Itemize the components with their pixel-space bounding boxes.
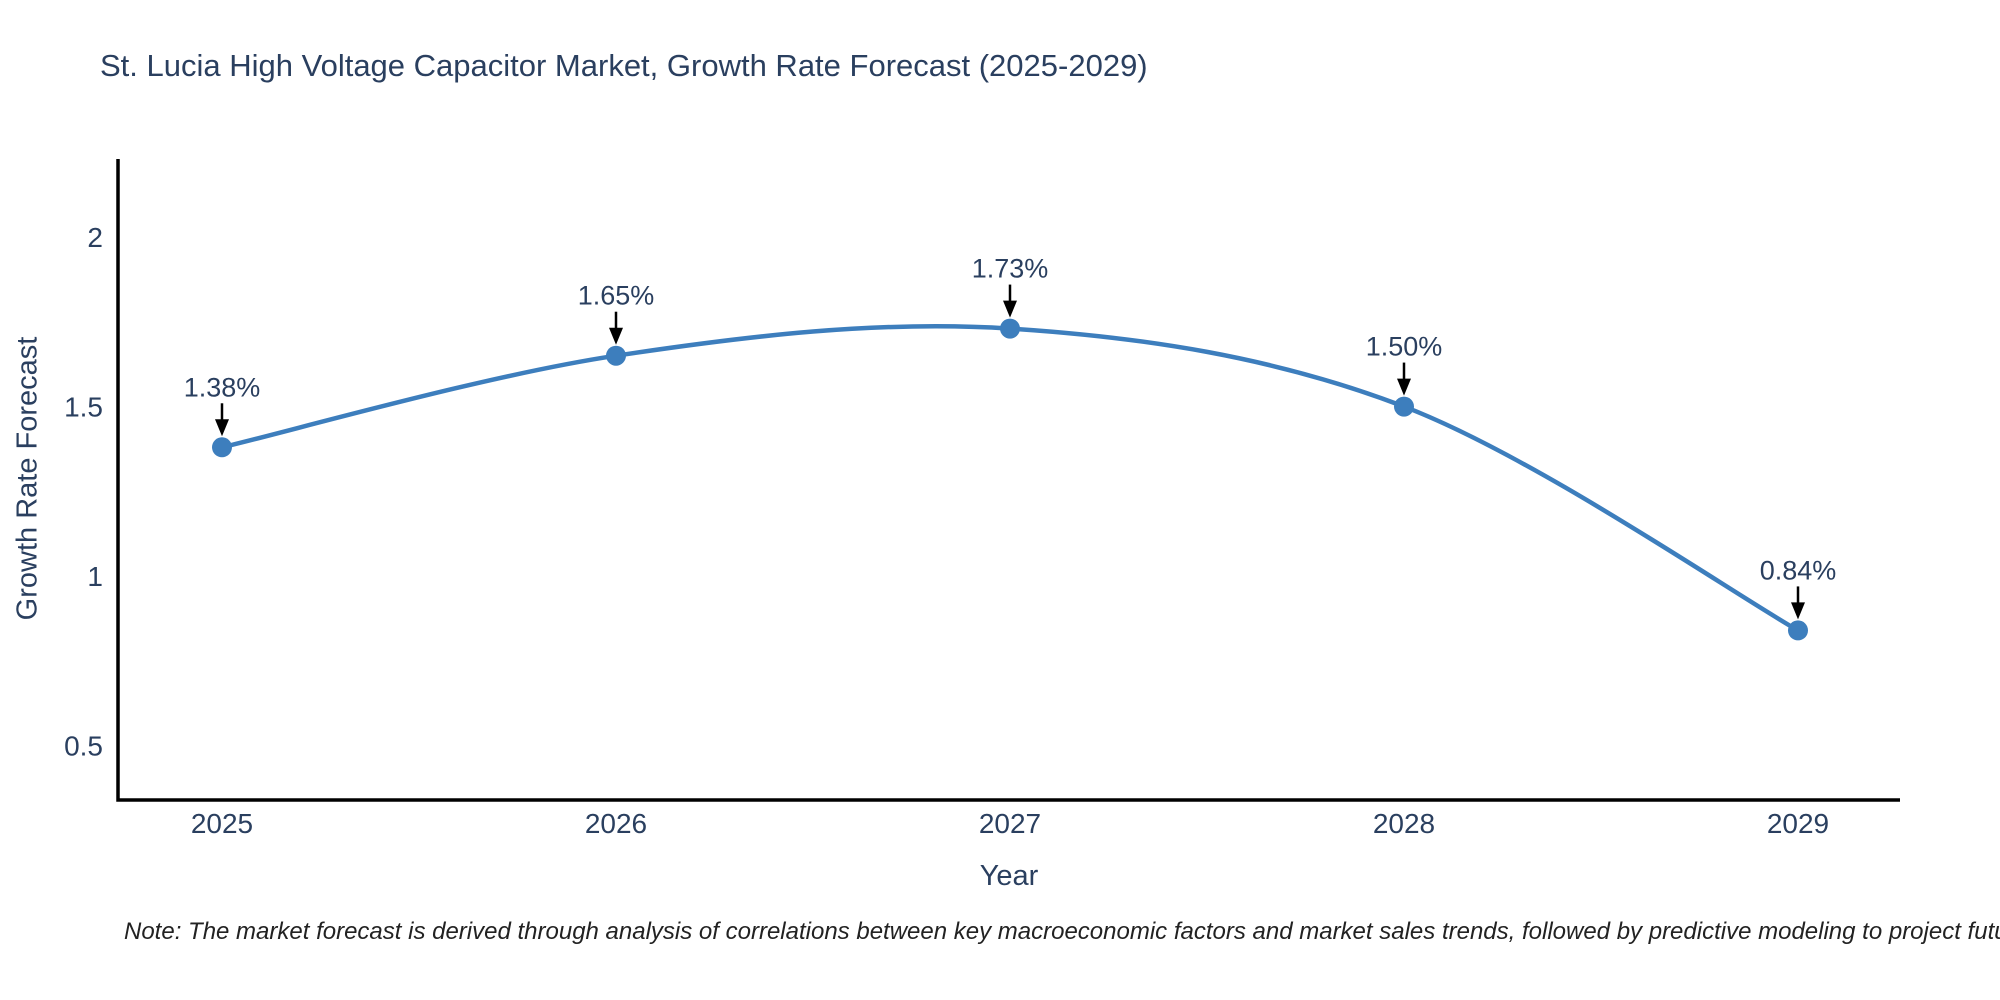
x-tick-label: 2028 [1373,808,1435,839]
data-point-label: 1.50% [1366,332,1443,362]
y-tick-label: 0.5 [64,731,103,762]
footnote: Note: The market forecast is derived thr… [124,918,2000,945]
x-tick-label: 2029 [1767,808,1829,839]
data-point-label: 1.65% [578,281,655,311]
x-axis-title: Year [979,860,1039,892]
x-tick-label: 2025 [191,808,253,839]
annotation-arrowhead [1003,300,1017,318]
annotation-arrowhead [609,327,623,345]
annotation-arrowhead [215,419,229,437]
axis-lines [116,159,1900,802]
data-point-2028[interactable] [1394,396,1414,417]
data-point-2026[interactable] [606,345,626,366]
chart-title: St. Lucia High Voltage Capacitor Market,… [100,48,1148,83]
y-tick-label: 2 [87,222,103,253]
data-point-label: 1.38% [184,372,261,402]
data-point-2029[interactable] [1788,620,1808,641]
data-point-label: 1.73% [972,254,1049,284]
annotation-arrowhead [1397,378,1411,396]
y-tick-label: 1.5 [64,392,103,423]
data-point-label: 0.84% [1760,555,1837,585]
x-tick-label: 2026 [585,808,647,839]
data-point-2027[interactable] [1000,318,1020,339]
annotation-arrowhead [1791,602,1805,620]
y-tick-label: 1 [87,561,103,592]
forecast-line [219,323,1801,633]
data-point-2025[interactable] [212,437,232,458]
x-tick-label: 2027 [979,808,1041,839]
